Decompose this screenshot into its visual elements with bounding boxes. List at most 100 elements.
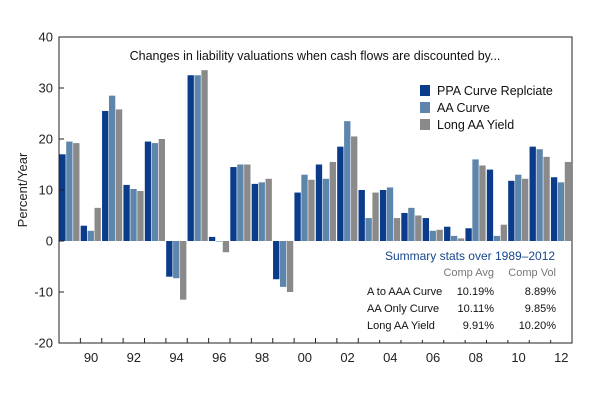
bar <box>450 235 458 241</box>
bar <box>429 230 436 241</box>
bar <box>436 229 443 241</box>
bar <box>222 241 230 253</box>
summary-stats-row-label: AA Only Curve <box>367 303 439 315</box>
bar <box>393 218 401 241</box>
bar <box>493 235 501 241</box>
bar <box>208 236 216 241</box>
bars-layer <box>59 70 572 300</box>
legend-label: PPA Curve Replciate <box>437 84 553 98</box>
bar <box>386 187 394 241</box>
bar <box>358 190 365 241</box>
summary-stats-row-label: Long AA Yield <box>367 320 435 332</box>
x-tick-label: 98 <box>255 350 269 365</box>
bar <box>194 75 201 241</box>
bar <box>80 225 87 241</box>
bar <box>187 75 194 241</box>
x-tick-label: 94 <box>169 350 183 365</box>
y-axis-label: Percent/Year <box>15 152 30 227</box>
bar <box>543 156 550 241</box>
bar <box>123 184 130 241</box>
bar <box>415 215 422 241</box>
bar <box>365 218 372 241</box>
bar <box>258 182 265 241</box>
bar <box>564 161 572 241</box>
y-tick-label: 30 <box>39 81 53 96</box>
bar <box>550 177 558 241</box>
bar <box>59 154 66 241</box>
bar <box>251 183 259 241</box>
bar <box>315 164 323 241</box>
legend-label: Long AA Yield <box>437 118 514 132</box>
bar <box>244 164 251 241</box>
x-tick-label: 92 <box>127 350 141 365</box>
legend: PPA Curve Replciate AA Curve Long AA Yield <box>420 84 553 132</box>
x-tick-label: 08 <box>469 350 483 365</box>
bar <box>465 228 472 241</box>
bar <box>279 241 287 287</box>
bar <box>237 164 244 241</box>
summary-stats-comp-avg: 10.11% <box>458 303 495 315</box>
summary-stats-title: Summary stats over 1989–2012 <box>385 249 555 263</box>
bar <box>486 169 494 241</box>
bar <box>294 192 301 241</box>
summary-stats-comp-vol: 9.85% <box>525 303 556 315</box>
bar <box>479 165 486 241</box>
bar <box>372 192 379 241</box>
summary-stats-header: Comp Avg <box>443 267 494 279</box>
y-tick-label: 0 <box>46 234 53 249</box>
bar <box>522 178 529 241</box>
summary-stats-comp-vol: 10.20% <box>519 320 557 332</box>
bar <box>230 167 237 241</box>
bar <box>457 238 465 241</box>
x-tick-label: 04 <box>383 350 397 365</box>
bar <box>351 136 358 241</box>
y-tick-label: -10 <box>34 285 53 300</box>
axes: -20 -10 0 10 20 30 40 90 92 94 96 98 00 02 04 06 08 10 12 <box>34 30 568 366</box>
bar <box>166 241 173 277</box>
bar <box>422 218 430 241</box>
bar <box>73 143 80 241</box>
bar <box>158 139 165 241</box>
bar <box>344 121 351 241</box>
bar <box>66 141 73 241</box>
bar <box>180 241 187 300</box>
y-tick-label: 40 <box>39 30 53 45</box>
bar <box>137 191 144 241</box>
bar <box>301 174 308 241</box>
y-tick-label: -20 <box>34 336 53 351</box>
x-tick-label: 02 <box>340 350 354 365</box>
bar <box>337 146 344 241</box>
bar <box>308 179 315 241</box>
summary-stats-comp-avg: 10.19% <box>457 286 495 298</box>
bar <box>379 190 387 241</box>
bar <box>273 241 280 280</box>
summary-stats: Summary stats over 1989–2012 Comp Avg Comp… <box>362 246 568 340</box>
bar <box>215 241 223 242</box>
bar <box>322 178 330 241</box>
x-tick-label: 00 <box>298 350 312 365</box>
summary-stats-background <box>362 246 568 340</box>
legend-label: AA Curve <box>437 101 490 115</box>
bar <box>557 182 565 241</box>
bar <box>444 226 451 241</box>
summary-stats-row-label: A to AAA Curve <box>367 286 442 298</box>
bar <box>151 143 159 241</box>
x-tick-label: 90 <box>84 350 98 365</box>
bar <box>508 180 515 241</box>
summary-stats-comp-vol: 8.89% <box>525 286 556 298</box>
legend-swatch <box>420 102 430 113</box>
bar <box>265 178 272 241</box>
x-tick-label: 12 <box>554 350 568 365</box>
bar <box>472 159 479 241</box>
x-tick-label: 10 <box>511 350 525 365</box>
bar <box>130 188 137 241</box>
legend-swatch <box>420 85 430 96</box>
summary-stats-comp-avg: 9.91% <box>463 320 494 332</box>
bar <box>286 241 294 292</box>
bar <box>115 109 123 241</box>
bar <box>500 224 507 241</box>
bar <box>94 207 101 241</box>
bar <box>408 207 415 241</box>
summary-stats-header: Comp Vol <box>508 267 556 279</box>
